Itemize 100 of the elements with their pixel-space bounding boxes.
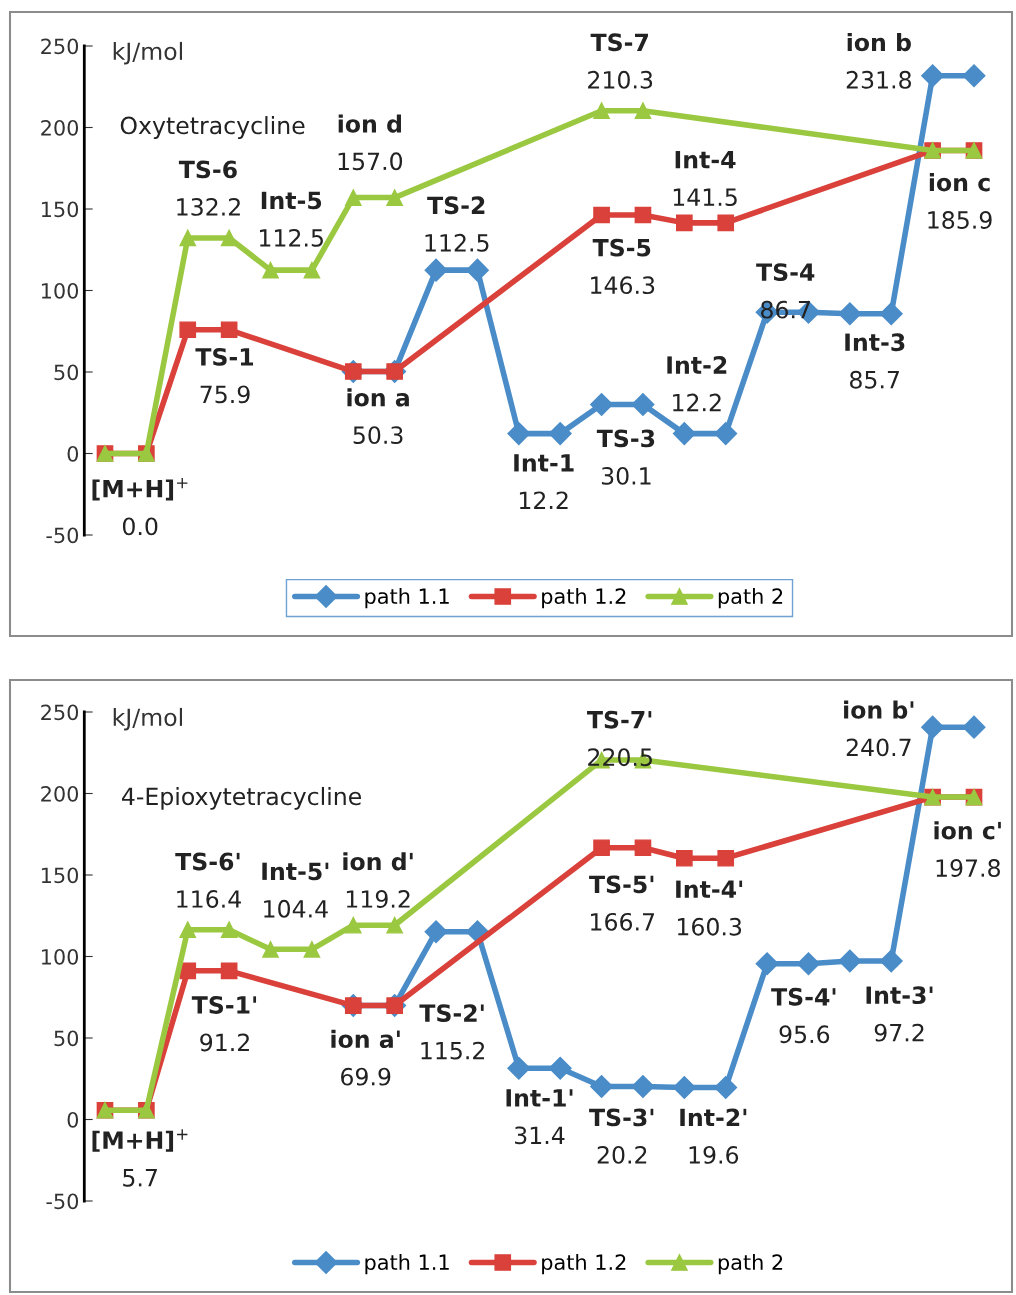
point: [714, 422, 738, 446]
annotation: ion a 50.3: [347, 388, 409, 445]
point: [593, 102, 610, 120]
point: [179, 921, 197, 939]
point: [714, 1076, 738, 1100]
point: [634, 102, 652, 120]
annotation: Int-1' 31.4: [506, 1089, 573, 1145]
annotation: TS-6' 116.4: [175, 852, 241, 908]
point: [220, 921, 238, 939]
annotation: TS-4' 95.6: [771, 987, 836, 1044]
annotation: TS-6 132.2: [177, 160, 240, 216]
annotation: TS-5' 166.7: [589, 875, 655, 931]
point: [634, 839, 652, 857]
annotation: TS-1' 91.2: [191, 996, 257, 1052]
point: [634, 206, 652, 224]
annotation: Int-2' 19.6: [680, 1108, 747, 1164]
annotation: ion d 157.0: [338, 114, 403, 171]
annotation: Int-5' 104.4: [262, 862, 329, 918]
point: [344, 916, 362, 934]
text: [M+H]$^{+}$ 5.7: [92, 1129, 188, 1187]
point: [179, 229, 197, 247]
point: [262, 940, 279, 958]
y-tick-label: 150: [41, 201, 79, 218]
y-tick-label: 0: [67, 1111, 79, 1128]
y-tick-label: 150: [41, 867, 79, 884]
annotation: TS-7 210.3: [588, 33, 653, 89]
point: [548, 1056, 572, 1080]
y-tick-label: 250: [41, 704, 79, 721]
text: [M+H]$^{+}$ 0.0: [92, 477, 188, 536]
point: [548, 422, 572, 446]
annotation: Int-4 141.5: [673, 151, 737, 207]
annotation: TS-2' 115.2: [419, 1004, 485, 1060]
annotation: ion b 231.8: [846, 32, 912, 89]
point: [755, 952, 779, 976]
y-axis-title: kJ/mol: [113, 707, 182, 731]
point: [879, 949, 903, 973]
annotation: ion c 185.9: [928, 173, 992, 229]
point: [631, 1075, 655, 1099]
y-tick-label: -50: [46, 1193, 79, 1210]
point: [796, 952, 820, 976]
point: [424, 258, 448, 282]
point: [962, 64, 986, 88]
legend-label: path 1.1: [365, 1253, 449, 1275]
point: [220, 321, 238, 339]
point: [179, 321, 197, 339]
y-tick-label: 200: [41, 119, 79, 136]
annotation: TS-3' 20.2: [589, 1108, 654, 1164]
y-tick-label: 200: [41, 785, 79, 802]
legend-label: path 1.2: [542, 587, 626, 609]
point: [303, 261, 321, 279]
point: [262, 261, 279, 279]
annotation: Oxytetracycline: [120, 116, 305, 139]
annotation: ion b' 240.7: [844, 700, 914, 757]
point: [921, 64, 945, 88]
point: [220, 962, 238, 980]
point: [593, 206, 610, 224]
point: [220, 229, 238, 247]
y-tick-label: 50: [54, 364, 79, 381]
annotation: TS-5 146.3: [591, 238, 655, 295]
annotation: ion c' 197.8: [934, 821, 1001, 877]
y-tick-label: 100: [41, 282, 79, 299]
point: [676, 849, 693, 867]
point: [507, 1056, 531, 1080]
point: [717, 214, 735, 232]
point: [676, 214, 693, 232]
point: [631, 392, 655, 416]
legend-label: path 2: [718, 587, 783, 609]
y-axis-title: kJ/mol: [113, 41, 182, 65]
annotation: Int-3 85.7: [845, 333, 905, 389]
annotation: Int-4' 160.3: [676, 880, 743, 936]
annotation: Int-1 12.2: [514, 454, 574, 509]
point: [921, 715, 945, 739]
point: [590, 1075, 614, 1099]
point: [838, 302, 862, 326]
point: [590, 392, 614, 416]
legend-label: path 1.1: [365, 587, 449, 609]
annotation: ion d' 119.2: [343, 852, 413, 908]
y-tick-label: -50: [46, 527, 79, 544]
point: [507, 422, 531, 446]
point: [386, 916, 403, 934]
annotation: TS-3 30.1: [596, 429, 655, 485]
annotation: Int-2 12.2: [667, 356, 727, 412]
point: [303, 940, 321, 958]
annotation: 4-Epioxytetracycline: [121, 786, 361, 810]
annotation: TS-4 86.7: [756, 263, 815, 319]
annotation: TS-2 112.5: [425, 196, 489, 252]
y-tick-label: 50: [54, 1030, 79, 1047]
point: [672, 422, 696, 446]
y-tick-label: 250: [41, 38, 79, 55]
y-tick-label: 100: [41, 948, 79, 965]
point: [962, 715, 986, 739]
annotation: Int-3' 97.2: [866, 986, 933, 1042]
y-tick-label: 0: [67, 445, 79, 462]
point: [593, 839, 610, 857]
annotation: ion a' 69.9: [331, 1029, 400, 1086]
point: [717, 849, 735, 867]
point: [344, 189, 362, 206]
point: [465, 258, 489, 282]
legend-label: path 1.2: [542, 1253, 626, 1275]
legend-label: path 2: [718, 1253, 783, 1275]
